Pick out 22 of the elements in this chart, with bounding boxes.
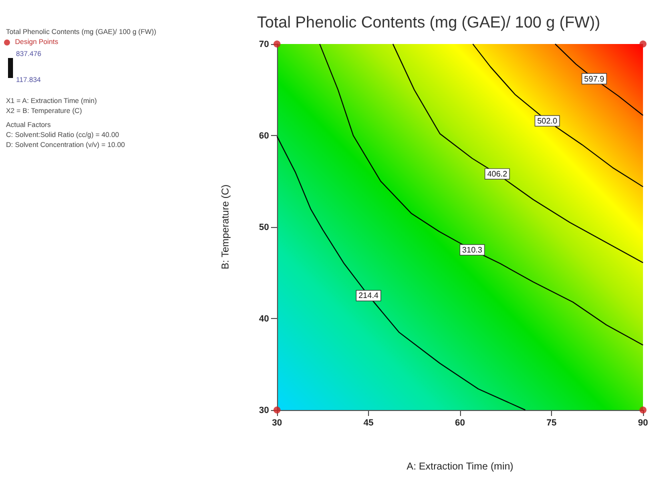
x-tick-label: 45 <box>363 418 374 428</box>
line-series <box>472 44 644 188</box>
y-tick-label: 40 <box>258 314 269 324</box>
line-series <box>319 44 644 346</box>
point <box>640 40 646 48</box>
point <box>274 40 280 48</box>
chart-title: Total Phenolic Contents (mg (GAE)/ 100 g (FW)) <box>257 14 600 32</box>
point <box>640 406 646 414</box>
x-tick-label: 60 <box>454 418 466 428</box>
x-tick-label: 75 <box>546 418 557 428</box>
y-tick-label: 30 <box>258 405 269 415</box>
x-axis-title: A: Extraction Time (min) <box>406 462 514 472</box>
x-tick-label: 30 <box>272 418 282 428</box>
x-tick-label: 90 <box>638 418 648 428</box>
y-tick-label: 60 <box>258 130 269 140</box>
y-tick-label: 50 <box>258 222 269 232</box>
point <box>274 406 280 414</box>
line-series <box>276 136 526 410</box>
line-series <box>554 44 644 116</box>
y-axis-title: B: Temperature (C) <box>220 184 232 270</box>
y-tick-label: 70 <box>258 39 269 49</box>
line-series <box>392 44 644 264</box>
